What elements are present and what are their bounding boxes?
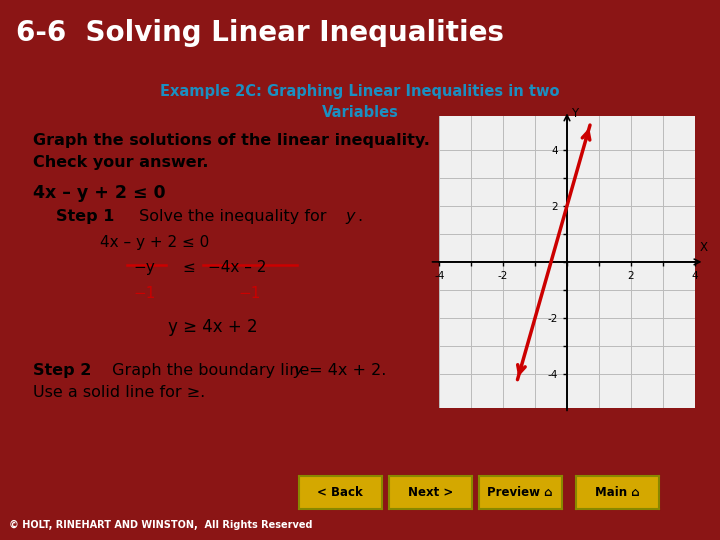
Text: X: X [700, 241, 708, 254]
Text: y: y [294, 363, 303, 377]
Text: Use a solid line for ≥.: Use a solid line for ≥. [33, 385, 205, 400]
Text: 4x – y + 2 ≤ 0: 4x – y + 2 ≤ 0 [100, 235, 210, 250]
Text: < Back: < Back [318, 486, 363, 499]
Text: = 4x + 2.: = 4x + 2. [304, 363, 387, 377]
Text: Check your answer.: Check your answer. [33, 156, 209, 170]
Text: y: y [345, 209, 354, 224]
Text: Main ⌂: Main ⌂ [595, 486, 639, 499]
Text: Y: Y [571, 107, 578, 120]
Text: Graph the solutions of the linear inequality.: Graph the solutions of the linear inequa… [33, 133, 430, 148]
Text: Example 2C: Graphing Linear Inequalities in two: Example 2C: Graphing Linear Inequalities… [161, 84, 559, 99]
Text: .: . [357, 209, 362, 224]
Text: Next >: Next > [408, 486, 453, 499]
Text: −4x – 2: −4x – 2 [208, 260, 266, 275]
Text: Step 2: Step 2 [33, 363, 91, 377]
Text: 4x – y + 2 ≤ 0: 4x – y + 2 ≤ 0 [33, 184, 166, 201]
Text: Variables: Variables [322, 105, 398, 120]
Text: 6-6  Solving Linear Inequalities: 6-6 Solving Linear Inequalities [16, 19, 504, 47]
Text: Step 1: Step 1 [55, 209, 114, 224]
Text: © HOLT, RINEHART AND WINSTON,  All Rights Reserved: © HOLT, RINEHART AND WINSTON, All Rights… [9, 520, 312, 530]
Text: Solve the inequality for: Solve the inequality for [135, 209, 332, 224]
Text: −1: −1 [133, 286, 156, 301]
Text: Preview ⌂: Preview ⌂ [487, 486, 553, 499]
Text: ≤: ≤ [182, 260, 195, 275]
Text: Graph the boundary line: Graph the boundary line [107, 363, 315, 377]
Text: −y: −y [133, 260, 155, 275]
Text: y ≥ 4x + 2: y ≥ 4x + 2 [168, 318, 258, 335]
Text: −1: −1 [238, 286, 261, 301]
